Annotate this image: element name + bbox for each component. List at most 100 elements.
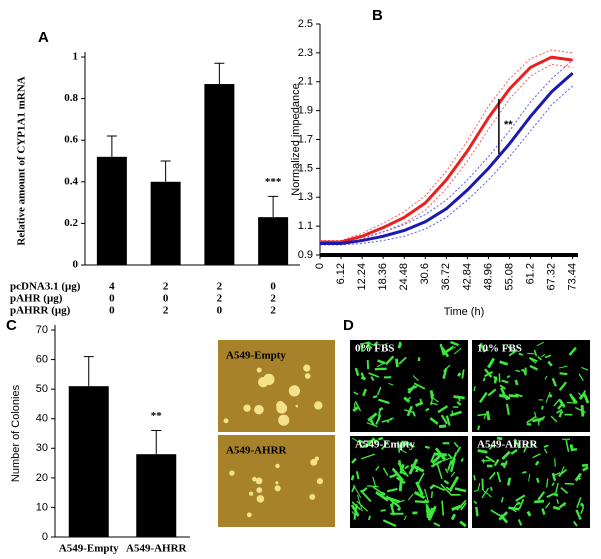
y-tick-label: 1.9: [298, 105, 313, 117]
cell: [488, 444, 495, 450]
cell: [398, 448, 407, 454]
cell: [522, 368, 526, 376]
cell: [373, 439, 379, 444]
cell: [499, 384, 507, 390]
colony: [254, 404, 264, 415]
cell: [536, 341, 545, 347]
cell: [388, 382, 394, 386]
error-bar: [106, 135, 117, 157]
cell: [529, 358, 537, 364]
cell: [459, 520, 467, 528]
cell: [440, 414, 448, 425]
cell: [370, 376, 375, 382]
cell: [360, 342, 364, 352]
cell: [499, 360, 509, 366]
cell: [503, 460, 508, 469]
cell: [515, 345, 520, 349]
cell: [415, 481, 424, 496]
cell: [434, 447, 446, 461]
cell: [473, 386, 476, 392]
cell: [360, 372, 365, 379]
cell: [441, 347, 450, 358]
colony: [295, 404, 299, 408]
cell: [438, 424, 447, 429]
cell: [556, 408, 563, 414]
cell: [544, 354, 552, 359]
cell: [564, 482, 575, 485]
colony: [229, 470, 235, 476]
cell: [356, 500, 369, 512]
cell: [565, 439, 570, 452]
cell: [581, 463, 589, 468]
error-bar: [160, 160, 171, 182]
cell: [552, 505, 561, 511]
y-tick-label: 0.4: [64, 175, 78, 187]
colony-image: [218, 340, 335, 432]
cell: [403, 515, 407, 521]
cell: [389, 473, 397, 479]
table-cell: 2: [270, 293, 276, 305]
cell: [552, 492, 559, 497]
cell: [397, 441, 401, 453]
cell: [558, 413, 562, 418]
cell: [354, 367, 360, 376]
cell: [365, 344, 370, 349]
cell: [475, 506, 479, 517]
colony-image: [218, 435, 335, 527]
y-axis-label: Number of Colonies: [10, 384, 22, 482]
cell: [508, 349, 517, 357]
cell: [367, 342, 376, 347]
cell: [535, 477, 540, 484]
y-tick-label: 2.3: [298, 47, 313, 59]
cell: [404, 464, 410, 470]
cell: [384, 342, 388, 346]
cell: [351, 501, 362, 511]
x-tick-label: 61.2: [524, 263, 536, 284]
table-row-label: pAHRR (μg): [10, 305, 71, 317]
cell: [544, 502, 551, 509]
cell: [367, 412, 378, 422]
cell: [517, 519, 523, 526]
cell: [403, 396, 411, 403]
cell-image: [472, 436, 590, 528]
cell: [413, 382, 426, 390]
cell: [526, 510, 532, 517]
x-axis-label: Time (h): [444, 306, 485, 318]
y-tick-label: 0: [42, 531, 48, 543]
colony: [256, 495, 265, 503]
cell: [473, 475, 476, 481]
cell: [522, 471, 527, 474]
x-tick-label: 24.48: [398, 263, 410, 291]
x-tick-label: 67.32: [545, 263, 557, 291]
cell: [477, 482, 481, 491]
cell: [555, 482, 559, 494]
cell: [501, 450, 511, 460]
x-tick-label: A549-AHRR: [126, 543, 188, 555]
cell: [493, 458, 500, 467]
cell: [427, 507, 434, 517]
cell: [450, 471, 456, 477]
y-tick-label: 0.8: [64, 92, 78, 104]
cell: [417, 472, 425, 485]
cell: [359, 489, 372, 503]
cell: [569, 444, 574, 452]
cell: [529, 364, 539, 371]
cell-image: [350, 436, 468, 528]
y-tick-label: 0.6: [64, 134, 78, 146]
error-bar: [83, 356, 94, 387]
cell: [376, 362, 386, 368]
cell: [358, 439, 365, 444]
cell: [487, 388, 497, 397]
cell: [551, 472, 557, 482]
x-tick-label: 36.72: [440, 263, 452, 291]
series-line: [320, 71, 574, 245]
cell: [477, 449, 488, 454]
cell: [456, 400, 462, 406]
cell: [397, 506, 402, 512]
cell: [430, 396, 439, 403]
y-axis-label: Relative amount of CYP1A1 mRNA: [16, 76, 28, 245]
annotation: **: [151, 410, 163, 422]
image-label: 10% FBS: [477, 343, 522, 355]
cell: [558, 398, 566, 408]
